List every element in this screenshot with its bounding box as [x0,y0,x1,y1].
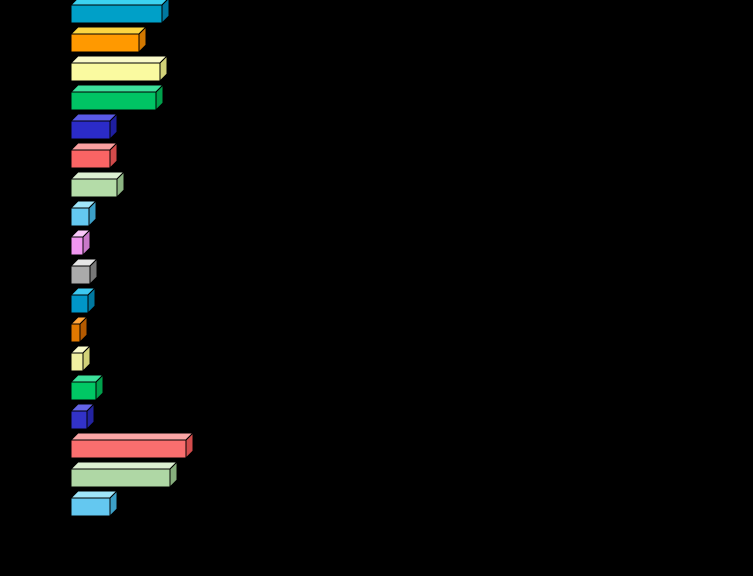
bar-top-face [69,84,165,93]
bar-7[interactable] [69,170,126,199]
bar-front-face [70,62,161,82]
bar-16[interactable] [69,431,195,460]
bar-5[interactable] [69,112,119,141]
bar-top-face [69,171,126,180]
bar-front-face [70,149,111,169]
bar-8[interactable] [69,199,98,228]
bar-front-face [70,178,118,198]
bar-front-face [70,468,171,488]
bar-front-face [70,91,157,111]
bar-10[interactable] [69,257,99,286]
bar-2[interactable] [69,25,148,54]
bar-top-face [69,55,169,64]
bar-4[interactable] [69,83,165,112]
bar-front-face [70,207,90,227]
bar-front-face [70,323,81,343]
bar-front-face [70,381,97,401]
bar-18[interactable] [69,489,119,518]
bar-17[interactable] [69,460,179,489]
bar-front-face [70,120,111,140]
bar-top-face [69,0,168,6]
bar-top-face [69,432,195,441]
bar-front-face [70,497,111,517]
bar-front-face [70,439,187,459]
bar-11[interactable] [69,286,97,315]
bar-top-face [69,490,119,499]
bar-1[interactable] [69,0,170,25]
bar-front-face [70,294,89,314]
bar-front-face [70,352,84,372]
bar-9[interactable] [69,228,92,257]
bar-top-face [69,461,179,470]
bar-front-face [70,33,140,53]
bar-15[interactable] [69,402,96,431]
bar-front-face [70,265,91,285]
bar-top-face [69,113,119,122]
bar-6[interactable] [69,141,119,170]
bar-14[interactable] [69,373,105,402]
bar-front-face [70,410,88,430]
bar-3[interactable] [69,54,169,83]
bar-top-face [69,26,148,35]
bar-front-face [70,236,84,256]
bar-front-face [70,4,163,24]
bar-top-face [69,142,119,151]
bar-13[interactable] [69,344,92,373]
bar-12[interactable] [69,315,89,344]
bars-group [69,0,195,518]
